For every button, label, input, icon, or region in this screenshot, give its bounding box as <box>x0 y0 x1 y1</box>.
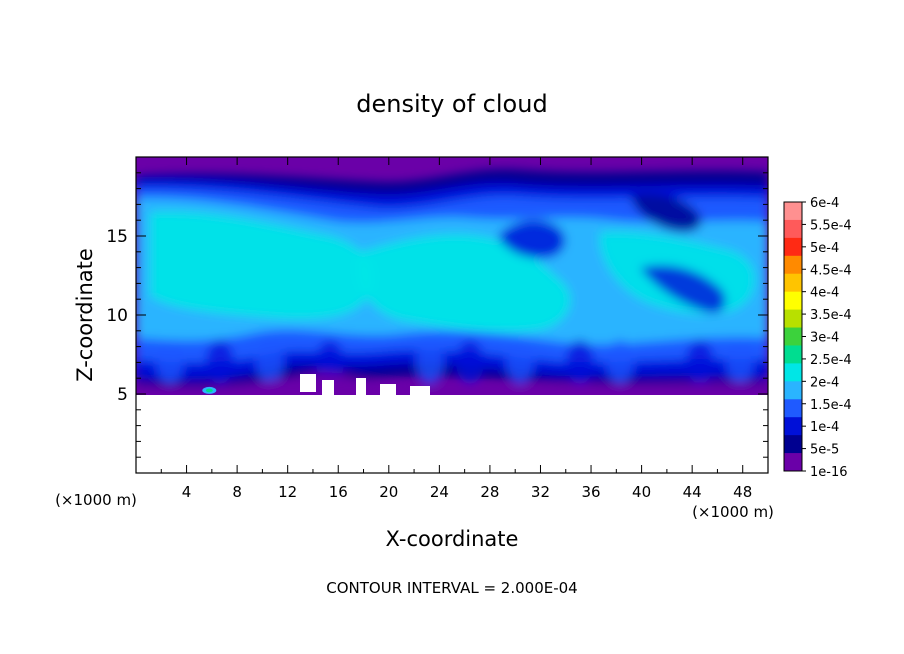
x-tick-label: 32 <box>531 483 550 501</box>
field-column <box>726 340 754 384</box>
colorbar-label: 3e-4 <box>810 331 839 346</box>
colorbar-swatch <box>784 453 802 472</box>
colorbar-swatch <box>784 417 802 436</box>
x-tick-label: 28 <box>480 483 499 501</box>
y-axis-ticks: 5 10 15 <box>106 172 768 458</box>
x-tick-label: 40 <box>632 483 651 501</box>
y-tick-label: 10 <box>106 306 128 326</box>
x-tick-label: 16 <box>329 483 348 501</box>
field-column <box>506 340 534 384</box>
colorbar-swatch <box>784 309 802 329</box>
y-tick-label: 15 <box>106 227 128 247</box>
x-axis-unit: (×1000 m) <box>692 503 774 521</box>
field-column <box>456 340 484 384</box>
colorbar-label: 2e-4 <box>810 375 839 390</box>
colorbar-label: 6e-4 <box>810 196 839 211</box>
colorbar-swatch <box>784 237 802 257</box>
x-tick-label: 12 <box>278 483 297 501</box>
field-blurred-layers <box>136 169 768 396</box>
colorbar-label: 2.5e-4 <box>810 353 852 368</box>
field-swirl-1 <box>498 220 566 259</box>
x-tick-label: 48 <box>733 483 752 501</box>
field-column <box>566 340 594 384</box>
colorbar-label: 3.5e-4 <box>810 308 852 323</box>
field-column <box>256 340 284 384</box>
colorbar-swatch <box>784 273 802 293</box>
field-core-center <box>357 234 571 333</box>
clear-air-region <box>136 395 768 473</box>
colorbar-label: 4e-4 <box>810 286 839 301</box>
colorbar-label: 5e-4 <box>810 241 839 256</box>
field-column <box>206 340 234 384</box>
clear-air-notch <box>322 380 334 398</box>
x-axis-label: X-coordinate <box>386 527 519 551</box>
colorbar-swatch <box>784 255 802 275</box>
contour-interval-note: CONTOUR INTERVAL = 2.000E-04 <box>326 579 577 597</box>
field-base-fringe <box>136 372 768 396</box>
field-column <box>686 340 714 384</box>
colorbar-label: 4.5e-4 <box>810 263 852 278</box>
colorbar-swatch <box>784 399 802 418</box>
clear-air-notch <box>356 378 366 396</box>
colorbar-label: 1.5e-4 <box>810 398 852 413</box>
field-swirl-3 <box>640 265 726 314</box>
clear-air-notch <box>300 374 316 392</box>
colorbar-label: 5.5e-4 <box>810 218 852 233</box>
field-column <box>156 340 184 384</box>
chart-title: density of cloud <box>356 90 547 118</box>
clear-air-notch <box>380 384 396 402</box>
density-field <box>136 157 768 473</box>
clear-air-notch <box>410 386 430 404</box>
x-tick-label: 4 <box>182 483 192 501</box>
y-tick-label: 5 <box>117 385 128 405</box>
colorbar-label: 1e-4 <box>810 420 839 435</box>
field-column <box>606 340 634 384</box>
colorbar-label: 1e-16 <box>810 465 848 480</box>
colorbar-swatch <box>784 381 802 400</box>
y-axis-label: Z-coordinate <box>73 248 97 382</box>
colorbar-swatch <box>784 202 802 221</box>
field-swirl-2 <box>630 194 702 233</box>
plot-area <box>136 157 768 473</box>
colorbar-swatch <box>784 291 802 311</box>
x-tick-label: 36 <box>581 483 600 501</box>
colorbar-swatch <box>784 435 802 454</box>
colorbar-swatch <box>784 345 802 364</box>
x-tick-label: 20 <box>379 483 398 501</box>
colorbar-label: 5e-5 <box>810 443 839 458</box>
colorbar-swatch <box>784 219 802 239</box>
x-axis-ticks: 4 8 12 16 20 24 28 32 36 40 44 48 <box>160 157 752 501</box>
colorbar-swatch <box>784 327 802 346</box>
x-tick-label: 8 <box>232 483 242 501</box>
x-tick-label: 24 <box>430 483 449 501</box>
y-axis-unit: (×1000 m) <box>55 491 137 509</box>
local-max-core <box>205 388 213 393</box>
colorbar: 6e-4 5.5e-4 5e-4 4.5e-4 4e-4 3.5e-4 3e-4 2.5e-4… <box>783 196 852 480</box>
x-tick-label: 44 <box>683 483 702 501</box>
colorbar-swatch <box>784 363 802 382</box>
field-column <box>416 340 444 384</box>
field-core-west <box>150 211 373 320</box>
